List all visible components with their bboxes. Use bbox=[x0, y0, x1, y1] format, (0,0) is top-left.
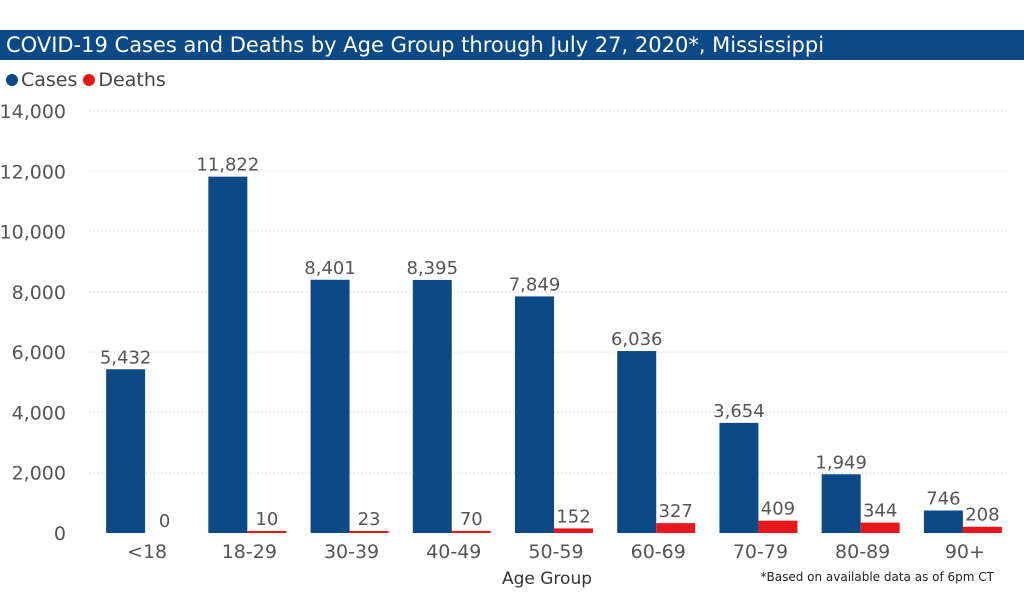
bar-deaths bbox=[554, 528, 593, 533]
x-axis-title: Age Group bbox=[502, 569, 592, 589]
data-label-cases: 6,036 bbox=[611, 329, 663, 350]
data-label-cases: 11,822 bbox=[196, 155, 259, 176]
data-label-deaths: 23 bbox=[358, 509, 381, 530]
x-tick-label: 40-49 bbox=[426, 541, 481, 563]
footnote: *Based on available data as of 6pm CT bbox=[760, 570, 994, 584]
legend-label-cases: Cases bbox=[21, 69, 78, 91]
bar-cases bbox=[515, 296, 554, 533]
bar-cases bbox=[106, 369, 146, 533]
data-label-deaths: 70 bbox=[460, 509, 483, 530]
data-label-deaths: 10 bbox=[255, 509, 278, 530]
data-label-cases: 1,949 bbox=[815, 452, 867, 473]
bar-cases bbox=[719, 422, 759, 533]
data-label-cases: 746 bbox=[926, 489, 960, 510]
data-label-cases: 5,432 bbox=[100, 347, 152, 368]
bar-cases bbox=[617, 351, 657, 533]
bar-deaths bbox=[349, 531, 389, 533]
bar-deaths bbox=[451, 530, 491, 533]
data-label-cases: 8,401 bbox=[304, 258, 356, 279]
y-tick-label: 6,000 bbox=[12, 342, 66, 364]
y-tick-label: 4,000 bbox=[12, 402, 66, 424]
legend-dot-cases bbox=[6, 74, 18, 86]
data-label-deaths: 208 bbox=[965, 505, 999, 526]
data-label-deaths: 327 bbox=[659, 501, 693, 522]
data-label-deaths: 0 bbox=[159, 511, 170, 532]
y-tick-label: 8,000 bbox=[12, 282, 66, 304]
bar-deaths bbox=[962, 526, 1002, 533]
legend-item-cases[interactable]: Cases bbox=[6, 69, 77, 91]
data-label-cases: 8,395 bbox=[407, 258, 459, 279]
x-tick-label: 50-59 bbox=[528, 541, 583, 563]
y-tick-label: 10,000 bbox=[0, 222, 66, 244]
bar-deaths bbox=[758, 520, 798, 533]
x-tick-label: 60-69 bbox=[631, 541, 686, 563]
bar-cases bbox=[310, 279, 350, 533]
bar-cases bbox=[923, 510, 963, 533]
x-tick-label: 90+ bbox=[945, 541, 985, 563]
data-label-deaths: 344 bbox=[863, 501, 897, 522]
bar-cases bbox=[821, 474, 861, 533]
chart-title: COVID-19 Cases and Deaths by Age Group t… bbox=[0, 30, 1024, 60]
legend-item-deaths[interactable]: Deaths bbox=[83, 69, 166, 91]
bar-cases bbox=[412, 279, 452, 533]
legend: Cases Deaths bbox=[6, 68, 172, 92]
x-tick-label: 18-29 bbox=[222, 541, 277, 563]
bar-deaths bbox=[656, 523, 696, 533]
bar-deaths bbox=[247, 531, 287, 533]
x-tick-label: 70-79 bbox=[733, 541, 788, 563]
data-label-deaths: 152 bbox=[556, 506, 590, 527]
x-tick-label: 30-39 bbox=[324, 541, 379, 563]
legend-label-deaths: Deaths bbox=[98, 69, 166, 91]
data-label-cases: 3,654 bbox=[713, 401, 765, 422]
y-tick-label: 14,000 bbox=[0, 101, 66, 123]
x-tick-label: <18 bbox=[127, 541, 167, 563]
y-tick-label: 2,000 bbox=[12, 463, 66, 485]
x-tick-label: 80-89 bbox=[835, 541, 890, 563]
legend-dot-deaths bbox=[83, 74, 96, 86]
bar-deaths bbox=[860, 522, 900, 533]
y-tick-label: 0 bbox=[54, 523, 66, 545]
y-tick-label: 12,000 bbox=[0, 161, 66, 183]
data-label-cases: 7,849 bbox=[509, 274, 561, 295]
data-label-deaths: 409 bbox=[761, 499, 795, 520]
bar-cases bbox=[208, 176, 248, 534]
